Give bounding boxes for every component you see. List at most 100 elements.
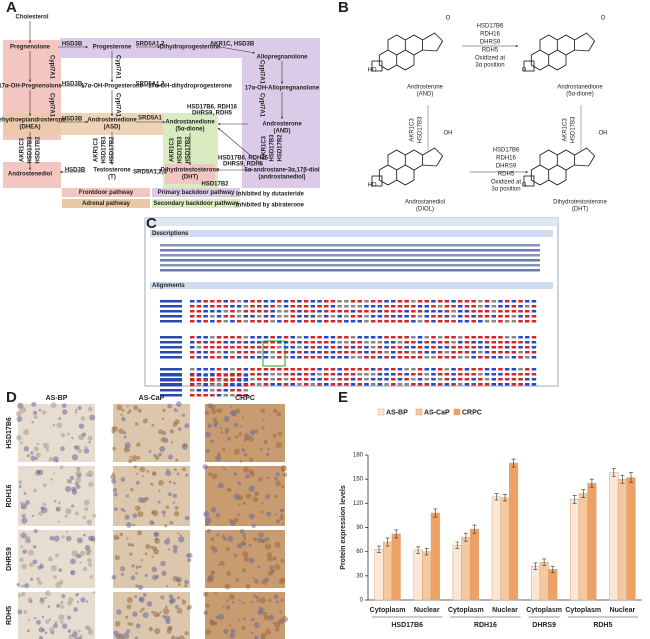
cell [146, 469, 150, 473]
cell [256, 599, 260, 603]
residue [290, 305, 295, 308]
cell [215, 513, 221, 518]
legend-swatch [62, 199, 150, 208]
residue [243, 374, 249, 377]
residue [190, 384, 195, 387]
steroid-label: Dihydrotestosterone [161, 168, 220, 174]
cell [81, 432, 87, 437]
cell [50, 565, 57, 572]
residue [518, 368, 523, 371]
residue [263, 310, 269, 313]
residue [498, 300, 503, 303]
residue [250, 368, 255, 371]
cell [52, 423, 56, 427]
residue [478, 320, 483, 323]
cell [184, 584, 188, 588]
arrow-head [249, 168, 252, 172]
steroid-label: Dehydroepiandrosterone [0, 118, 66, 124]
group-label: DHRS9 [532, 622, 556, 629]
residue [257, 346, 262, 349]
cell [71, 437, 74, 440]
cell [67, 615, 72, 620]
cell [44, 596, 47, 600]
residue [324, 368, 329, 371]
residue [404, 305, 409, 308]
residue [471, 310, 476, 313]
cell [223, 628, 229, 635]
enzyme-label: HSD17B2 [278, 134, 284, 162]
residue [257, 378, 262, 381]
residue [216, 315, 222, 318]
cell [176, 608, 183, 614]
cell [135, 565, 140, 569]
cell [261, 538, 267, 543]
cell [274, 513, 278, 516]
description-row [160, 259, 540, 262]
residue [458, 351, 463, 354]
residue [257, 305, 262, 308]
enzyme-label: HSD17B3 [102, 136, 108, 164]
legend-label: Inhibited by dutasteride [236, 192, 304, 198]
cell [221, 534, 226, 539]
residue [458, 336, 463, 339]
cell [126, 405, 130, 408]
residue [444, 341, 450, 344]
cell [250, 631, 254, 635]
residue [344, 341, 349, 344]
residue [270, 383, 275, 386]
cell [226, 487, 231, 492]
residue [451, 300, 456, 303]
residue [250, 300, 255, 303]
cell [123, 435, 127, 439]
residue [525, 320, 530, 323]
cell [181, 600, 187, 605]
enzyme-label: Oxidized at [475, 56, 505, 62]
residue [451, 351, 456, 354]
bar [469, 528, 480, 601]
residue [216, 300, 222, 303]
steroid-label: 17α-OH-Progesterone [81, 84, 144, 90]
residue [464, 315, 470, 318]
arrow-head [515, 44, 518, 48]
residue [324, 300, 329, 303]
cell [152, 472, 156, 476]
arrow-head [110, 113, 114, 116]
residue [216, 351, 222, 354]
residue [491, 373, 496, 376]
cell [210, 621, 216, 626]
residue [337, 368, 342, 371]
residue [471, 378, 476, 381]
cell [259, 447, 263, 451]
residue [357, 368, 362, 371]
cell [140, 558, 144, 562]
residue [236, 341, 242, 344]
cell [153, 611, 160, 618]
enzyme-label: DHRS9, RDH5 [223, 162, 264, 168]
residue [236, 394, 242, 397]
backdoor-region [242, 38, 320, 188]
cell [54, 553, 60, 558]
residue [290, 310, 295, 313]
residue [364, 383, 369, 386]
cell [237, 543, 243, 549]
cell [261, 579, 268, 585]
cell [242, 501, 246, 505]
residue [303, 300, 309, 303]
residue [518, 315, 523, 318]
cell [149, 626, 152, 629]
steroid-label: (AND) [274, 129, 291, 135]
cell [254, 429, 259, 434]
cell [36, 620, 41, 625]
cell [36, 442, 40, 446]
residue [458, 356, 463, 359]
arrow-head [28, 167, 32, 170]
cell [31, 401, 37, 407]
residue [277, 368, 282, 371]
residue [518, 310, 523, 313]
residue [344, 356, 349, 359]
residue [203, 320, 208, 323]
residue [230, 320, 235, 323]
cell [126, 597, 133, 604]
cell [271, 569, 276, 573]
cell [77, 405, 82, 410]
